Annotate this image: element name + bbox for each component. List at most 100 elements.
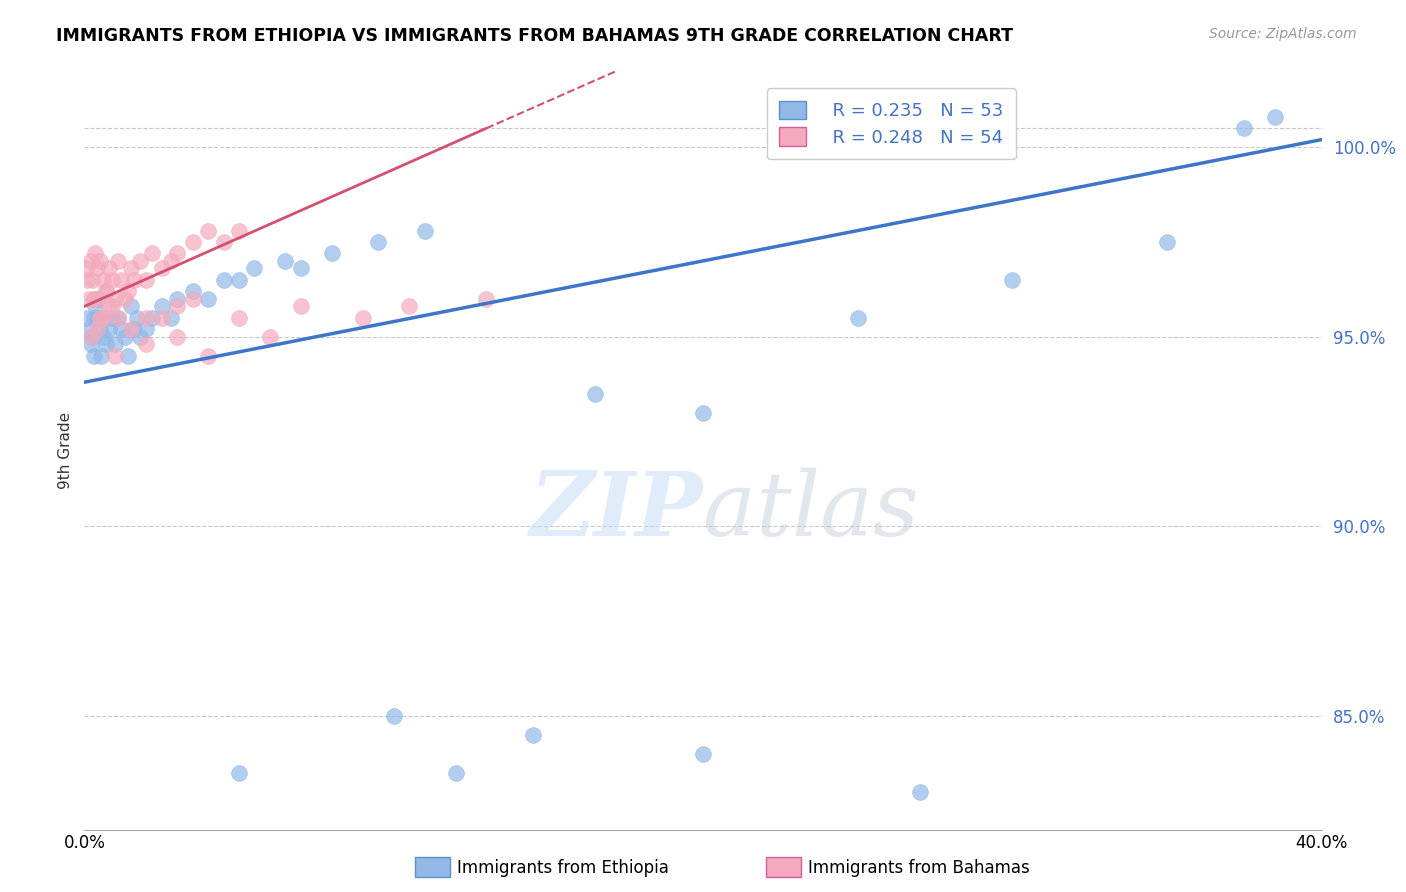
Point — [98, 322, 121, 336]
Point — [135, 310, 157, 325]
Y-axis label: 9th Grade: 9th Grade — [58, 412, 73, 489]
Point — [692, 747, 714, 761]
Point — [583, 386, 606, 401]
Point — [243, 261, 266, 276]
Point — [150, 261, 173, 276]
Point — [135, 322, 157, 336]
Point — [212, 235, 235, 249]
Point — [86, 322, 108, 336]
Point — [259, 330, 281, 344]
Point — [398, 300, 420, 314]
Point — [114, 330, 136, 344]
Point — [166, 292, 188, 306]
Point — [197, 224, 219, 238]
Point — [228, 273, 250, 287]
Point — [79, 337, 101, 351]
Point — [117, 285, 139, 299]
Point — [89, 310, 111, 325]
Point — [94, 285, 117, 299]
Point — [75, 261, 97, 276]
Point — [1156, 235, 1178, 249]
Point — [120, 322, 142, 336]
Point — [90, 349, 112, 363]
Point — [475, 292, 498, 306]
Point — [82, 273, 104, 287]
Point — [77, 292, 100, 306]
Text: atlas: atlas — [703, 467, 918, 555]
Point — [101, 273, 124, 287]
Point — [89, 254, 111, 268]
Point — [1233, 121, 1256, 136]
Point — [120, 300, 142, 314]
Point — [122, 322, 145, 336]
Point — [93, 330, 115, 344]
Point — [522, 728, 544, 742]
Point — [166, 300, 188, 314]
Point — [87, 292, 110, 306]
Point — [150, 300, 173, 314]
Point — [908, 785, 931, 799]
Point — [94, 285, 117, 299]
Point — [91, 310, 114, 325]
Point — [83, 292, 105, 306]
Point — [89, 322, 111, 336]
Point — [120, 261, 142, 276]
Point — [166, 246, 188, 260]
Point — [104, 337, 127, 351]
Point — [86, 310, 108, 325]
Point — [84, 300, 107, 314]
Point — [197, 292, 219, 306]
Text: Source: ZipAtlas.com: Source: ZipAtlas.com — [1209, 27, 1357, 41]
Point — [181, 235, 204, 249]
Point — [160, 310, 183, 325]
Point — [83, 292, 105, 306]
Point — [141, 310, 163, 325]
Point — [197, 349, 219, 363]
Point — [110, 273, 132, 287]
Point — [274, 254, 297, 268]
Point — [82, 330, 104, 344]
Point — [228, 310, 250, 325]
Point — [1001, 273, 1024, 287]
Point — [79, 330, 101, 344]
Point — [101, 300, 124, 314]
Point — [135, 273, 157, 287]
Point — [290, 300, 312, 314]
Point — [1264, 110, 1286, 124]
Point — [129, 254, 152, 268]
Point — [101, 310, 124, 325]
Point — [290, 261, 312, 276]
Point — [76, 273, 98, 287]
Point — [83, 310, 105, 325]
Text: ZIP: ZIP — [530, 468, 703, 554]
Point — [122, 273, 145, 287]
Point — [98, 300, 121, 314]
Point — [228, 765, 250, 780]
Point — [228, 224, 250, 238]
Point — [110, 322, 132, 336]
Point — [160, 254, 183, 268]
Point — [84, 246, 107, 260]
Point — [382, 709, 405, 723]
Point — [91, 310, 114, 325]
Point — [367, 235, 389, 249]
Point — [77, 322, 100, 336]
Point — [94, 337, 117, 351]
Point — [129, 330, 152, 344]
Point — [117, 349, 139, 363]
Point — [212, 273, 235, 287]
Point — [181, 285, 204, 299]
Point — [321, 246, 343, 260]
Point — [125, 310, 148, 325]
Point — [114, 292, 136, 306]
Point — [107, 254, 129, 268]
Point — [76, 310, 98, 325]
Point — [150, 310, 173, 325]
Point — [692, 406, 714, 420]
Text: Immigrants from Ethiopia: Immigrants from Ethiopia — [457, 859, 669, 877]
Point — [846, 310, 869, 325]
Point — [352, 310, 374, 325]
Legend:   R = 0.235   N = 53,   R = 0.248   N = 54: R = 0.235 N = 53, R = 0.248 N = 54 — [766, 88, 1015, 159]
Point — [444, 765, 467, 780]
Point — [107, 310, 129, 325]
